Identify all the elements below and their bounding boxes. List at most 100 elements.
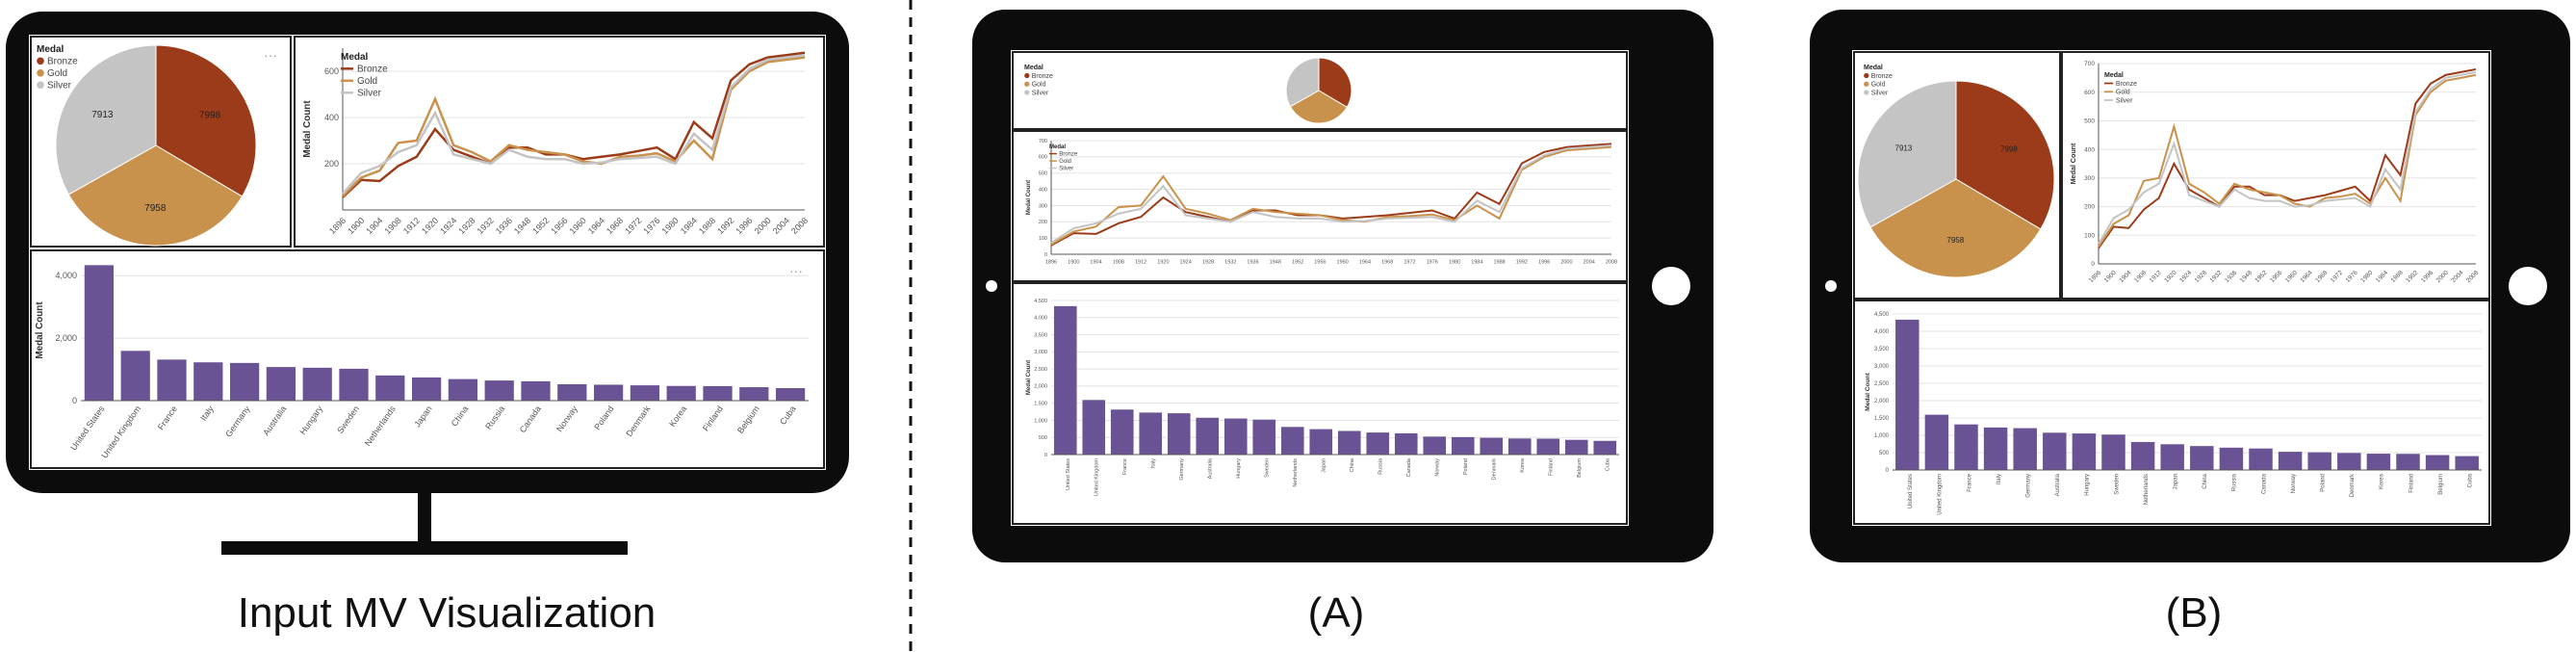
legend-label: Bronze bbox=[1032, 73, 1053, 80]
bar bbox=[411, 377, 442, 401]
y-tick-label: 100 bbox=[1039, 236, 1047, 242]
y-tick-label: 0 bbox=[72, 396, 77, 405]
y-tick-label: 2,000 bbox=[1874, 399, 1890, 404]
bar bbox=[448, 378, 478, 401]
line-series-silver bbox=[1050, 144, 1612, 245]
desktop-pie-chart: 7998 7958 7913 bbox=[55, 44, 257, 247]
x-tick-label: Korea bbox=[2380, 473, 2385, 489]
x-tick-label: Korea bbox=[1520, 457, 1526, 473]
x-tick-label: Russia bbox=[1378, 457, 1384, 475]
tablet-a-pie-chart bbox=[1285, 57, 1352, 124]
pie-slice-label: 7913 bbox=[91, 110, 114, 120]
y-tick-label: 4,000 bbox=[1034, 316, 1047, 322]
y-tick-label: 4,000 bbox=[1874, 329, 1890, 335]
x-tick-label: Australia bbox=[1208, 457, 1214, 479]
legend-title: Medal bbox=[341, 52, 369, 63]
bar bbox=[302, 367, 332, 401]
legend-label: Gold bbox=[47, 68, 67, 79]
legend-label: Bronze bbox=[1059, 152, 1078, 158]
x-tick-label: Cuba bbox=[2468, 473, 2474, 487]
x-tick-label: Denmark bbox=[2350, 473, 2356, 497]
legend-label: Silver bbox=[1059, 167, 1073, 172]
tablet-b-camera bbox=[1825, 280, 1837, 292]
x-tick-label: 1948 bbox=[1270, 260, 1281, 266]
bar bbox=[1394, 432, 1418, 455]
y-tick-label: 0 bbox=[2091, 261, 2095, 268]
legend-swatch bbox=[1024, 72, 1030, 79]
legend-swatch bbox=[37, 57, 44, 65]
x-tick-label: Canada bbox=[2261, 473, 2267, 494]
x-tick-label: 2008 bbox=[1606, 260, 1617, 266]
legend-label: Silver bbox=[357, 89, 382, 99]
y-tick-label: 3,500 bbox=[1034, 332, 1047, 338]
y-tick-label: 500 bbox=[1879, 451, 1890, 456]
bar bbox=[1366, 432, 1390, 455]
bar bbox=[593, 384, 624, 401]
legend-label: Gold bbox=[1871, 82, 1886, 89]
tablet-b-bar-panel bbox=[1853, 300, 2490, 525]
bar bbox=[1252, 419, 1276, 455]
tablet-a-bar-chart: 0 500 1,000 1,500 2,000 2,500 3,000 3,500 4,000 4… bbox=[1026, 299, 1619, 496]
y-axis-title: Medal Count bbox=[2070, 143, 2077, 184]
y-axis-title: Medal Count bbox=[1026, 360, 1032, 395]
tablet-a-home-button[interactable] bbox=[1652, 267, 1690, 305]
bar bbox=[630, 385, 660, 401]
y-tick-label: 600 bbox=[324, 66, 339, 76]
bar bbox=[1280, 427, 1304, 455]
bar bbox=[2307, 452, 2331, 470]
x-tick-label: 1964 bbox=[1359, 260, 1371, 266]
y-tick-label: 0 bbox=[1886, 468, 1890, 474]
y-tick-label: 2,000 bbox=[55, 333, 77, 343]
y-tick-label: 300 bbox=[1039, 203, 1047, 209]
pie-slice-silver bbox=[1285, 57, 1320, 108]
y-tick-label: 200 bbox=[2084, 204, 2095, 211]
x-tick-label: Poland bbox=[1463, 458, 1469, 475]
bar bbox=[1196, 417, 1220, 455]
bar bbox=[703, 385, 733, 401]
y-axis-title: Medal Count bbox=[1865, 372, 1871, 410]
legend-label: Gold bbox=[357, 76, 377, 87]
pie-slice-label: 7958 bbox=[144, 203, 167, 214]
panel-menu-dots[interactable]: ··· bbox=[264, 47, 277, 63]
x-tick-label: Russia bbox=[2232, 473, 2238, 491]
legend-label: Silver bbox=[1032, 90, 1049, 96]
y-tick-label: 1,500 bbox=[1034, 402, 1047, 407]
bar bbox=[557, 383, 587, 401]
tablet-a-camera bbox=[986, 280, 997, 292]
y-tick-label: 1,500 bbox=[1874, 416, 1890, 422]
line-series-bronze bbox=[2098, 67, 2477, 249]
bar bbox=[1480, 437, 1504, 455]
bar bbox=[1983, 427, 2008, 470]
bar bbox=[1593, 440, 1617, 455]
bar bbox=[2072, 433, 2097, 470]
x-tick-label: 2000 bbox=[1560, 260, 1572, 266]
bar bbox=[2130, 441, 2155, 470]
legend-label: Silver bbox=[2116, 97, 2133, 104]
x-tick-label: 1956 bbox=[1314, 260, 1326, 266]
tablet-b-bar-chart: 0 500 1,000 1,500 2,000 2,500 3,000 3,500 4,000 4… bbox=[1865, 312, 2482, 515]
bar bbox=[2249, 448, 2273, 470]
x-tick-label: 1904 bbox=[1090, 260, 1101, 266]
bar bbox=[1082, 400, 1106, 455]
desktop-bar-panel bbox=[30, 249, 825, 469]
monitor-base bbox=[221, 541, 628, 555]
x-tick-label: 1984 bbox=[1471, 260, 1482, 266]
line-series-silver bbox=[2098, 70, 2477, 245]
bar bbox=[1224, 418, 1248, 455]
legend-label: Bronze bbox=[1871, 73, 1893, 80]
tablet-b-home-button[interactable] bbox=[2509, 267, 2547, 305]
panel-menu-dots[interactable]: ··· bbox=[789, 263, 803, 278]
y-axis-title: Medal Count bbox=[302, 100, 313, 158]
legend-label: Bronze bbox=[47, 57, 78, 67]
legend-label: Silver bbox=[47, 81, 72, 91]
x-tick-label: Italy bbox=[1996, 474, 2002, 484]
bar bbox=[1309, 429, 1333, 455]
y-tick-label: 700 bbox=[2084, 61, 2095, 67]
x-tick-label: 1952 bbox=[1292, 260, 1303, 266]
bar bbox=[1507, 438, 1532, 455]
bar bbox=[157, 359, 187, 401]
bar bbox=[375, 375, 405, 401]
bar bbox=[2043, 432, 2067, 470]
